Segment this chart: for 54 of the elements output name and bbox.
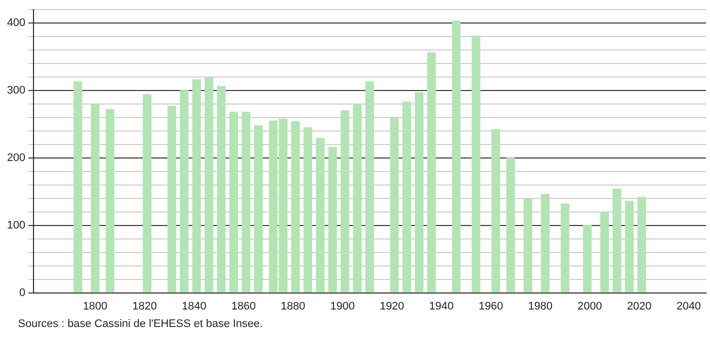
bar — [90, 104, 100, 293]
bar — [291, 121, 300, 293]
bar — [242, 112, 250, 293]
bar — [180, 90, 189, 293]
bar — [402, 102, 412, 293]
y-tick-label: 100 — [6, 219, 26, 232]
x-tick-label: 1820 — [132, 300, 157, 312]
x-tick-label: 2020 — [626, 300, 652, 312]
bar — [304, 127, 312, 293]
bar — [637, 196, 646, 293]
x-tick-label: 1940 — [429, 300, 454, 312]
bar — [168, 106, 176, 293]
bar — [390, 118, 399, 293]
bar — [316, 138, 325, 293]
y-tick-label: 300 — [6, 84, 26, 97]
y-tick-label: 200 — [6, 152, 26, 164]
bar — [600, 212, 609, 293]
bar — [192, 79, 201, 293]
bar — [491, 129, 500, 293]
x-tick-label: 1960 — [478, 300, 504, 312]
bar — [229, 112, 238, 293]
bar — [204, 76, 214, 293]
bar — [106, 109, 114, 293]
bar — [506, 158, 515, 293]
x-tick-label: 1840 — [182, 300, 206, 312]
x-tick-label: 2040 — [676, 300, 701, 312]
y-tick-label: 0 — [19, 286, 26, 299]
bar — [142, 94, 152, 293]
bar — [452, 20, 461, 293]
bar — [612, 188, 622, 293]
bar — [74, 81, 82, 293]
x-tick-label: 1860 — [231, 300, 256, 312]
x-tick-label: 1800 — [82, 300, 108, 312]
bar — [540, 194, 550, 293]
bar — [340, 110, 350, 293]
bar — [352, 104, 362, 293]
x-tick-label: 1980 — [528, 300, 553, 312]
bar — [328, 146, 337, 293]
x-tick-label: 2000 — [578, 300, 602, 312]
bar — [216, 86, 226, 293]
y-tick-label: 400 — [6, 17, 26, 30]
bar — [254, 125, 263, 293]
bar — [560, 203, 570, 293]
bar — [414, 92, 424, 293]
x-tick-label: 1920 — [380, 300, 404, 312]
bar — [472, 36, 480, 293]
bar — [582, 225, 592, 293]
bar — [427, 52, 436, 293]
x-tick-label: 1880 — [280, 300, 306, 312]
bar — [524, 198, 532, 293]
x-tick-label: 1900 — [330, 300, 355, 312]
bar — [365, 81, 374, 293]
bar — [625, 200, 634, 293]
source-note: Sources : base Cassini de l'EHESS et base Insee. — [18, 318, 264, 330]
